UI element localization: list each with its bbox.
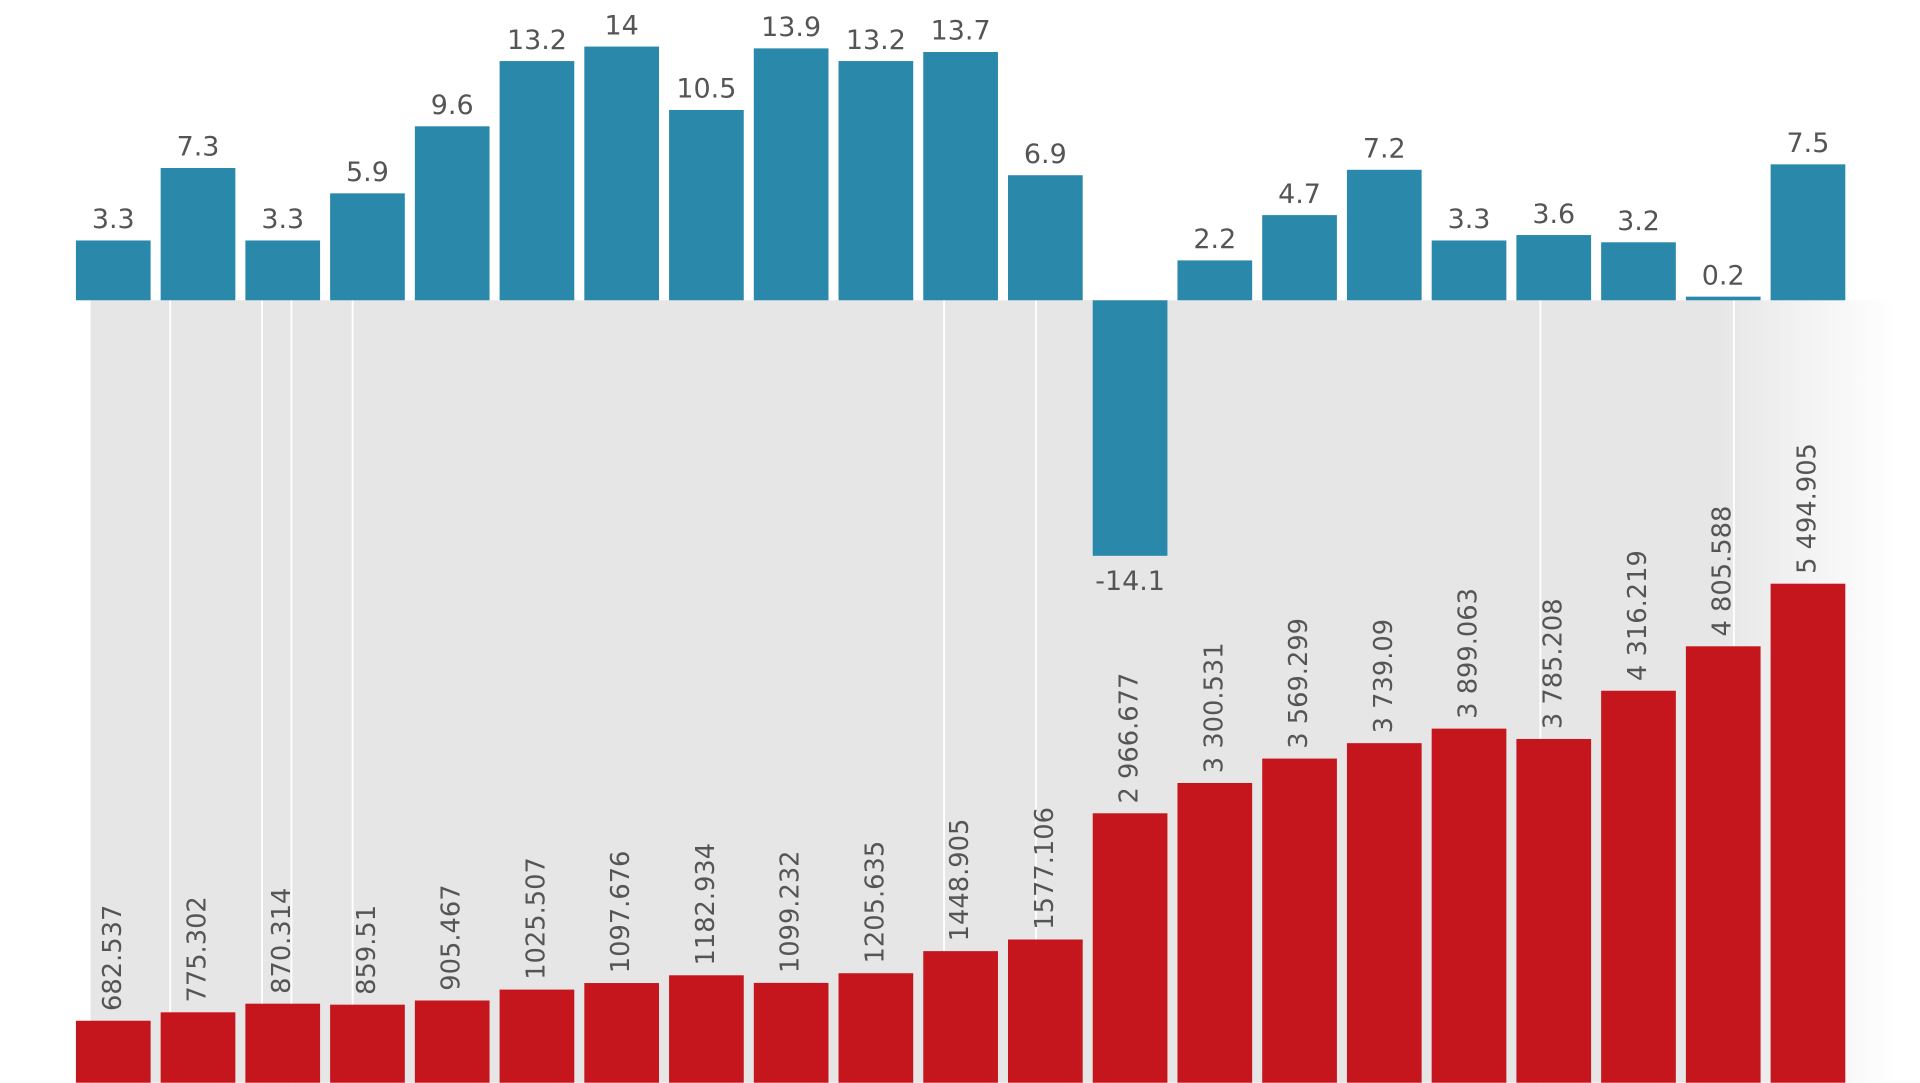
value-label: 7.5 <box>1787 128 1830 159</box>
bar <box>1601 690 1676 1083</box>
bar <box>1008 175 1083 301</box>
value-label: 3.3 <box>1448 204 1491 235</box>
value-label: 13.7 <box>931 16 991 47</box>
value-label: 3.3 <box>261 204 304 235</box>
bar <box>414 1000 490 1083</box>
bar <box>75 240 151 301</box>
value-label: 14 <box>605 10 639 41</box>
value-label: 7.3 <box>177 132 220 163</box>
bar <box>1516 235 1592 301</box>
value-label: 3 785.208 <box>1538 598 1568 729</box>
bar <box>1346 743 1422 1083</box>
value-label: 5.9 <box>346 157 389 188</box>
value-label: 2 966.677 <box>1115 673 1145 804</box>
value-label: 2.2 <box>1193 224 1236 255</box>
value-label: 1205.635 <box>860 841 890 964</box>
value-label: 4 316.219 <box>1623 550 1653 681</box>
bar <box>499 61 575 301</box>
bar <box>330 193 405 301</box>
bar <box>245 240 321 301</box>
bar <box>1685 296 1761 301</box>
bar <box>1770 164 1846 301</box>
value-label: 1025.507 <box>521 857 551 980</box>
bar <box>75 1020 151 1083</box>
bar <box>245 1003 321 1083</box>
bar <box>160 1012 236 1083</box>
bar <box>923 951 998 1083</box>
bar <box>1177 782 1253 1083</box>
bar <box>669 975 744 1083</box>
value-label: 1577.106 <box>1030 807 1060 930</box>
value-label: 1097.676 <box>606 851 636 974</box>
value-label: 3.3 <box>92 204 135 235</box>
bar <box>1262 758 1337 1083</box>
value-label: 3.6 <box>1532 199 1575 230</box>
bar <box>753 982 829 1083</box>
value-label: 6.9 <box>1024 139 1067 170</box>
value-label: -14.1 <box>1095 566 1165 597</box>
bar <box>584 983 660 1083</box>
value-label: 0.2 <box>1702 260 1745 291</box>
value-label: 775.302 <box>183 896 213 1002</box>
value-label: 870.314 <box>267 888 297 994</box>
bar <box>1092 300 1168 556</box>
bar <box>838 61 914 301</box>
bar <box>414 126 490 301</box>
bar <box>330 1004 405 1083</box>
bar <box>1431 240 1507 301</box>
bar <box>1346 169 1422 301</box>
bar <box>1685 646 1761 1083</box>
bar <box>160 167 236 301</box>
value-label: 3.2 <box>1617 206 1660 237</box>
bar <box>1770 583 1846 1083</box>
value-label: 13.2 <box>507 25 567 56</box>
bar <box>1092 813 1168 1083</box>
value-label: 1099.232 <box>776 850 806 973</box>
value-label: 905.467 <box>437 884 467 990</box>
value-label: 1448.905 <box>945 819 975 942</box>
bar <box>584 46 660 301</box>
value-label: 10.5 <box>676 74 736 105</box>
bar <box>1177 260 1253 301</box>
value-label: 4.7 <box>1278 179 1321 210</box>
bar <box>1516 738 1592 1083</box>
bar <box>753 48 829 301</box>
value-label: 682.537 <box>98 905 128 1011</box>
value-label: 859.51 <box>352 905 382 995</box>
value-label: 5 494.905 <box>1792 443 1822 574</box>
value-label: 3 569.299 <box>1284 618 1314 749</box>
value-label: 13.9 <box>761 12 821 43</box>
value-label: 4 805.588 <box>1708 506 1738 637</box>
value-label: 3 300.531 <box>1199 642 1229 773</box>
value-label: 1182.934 <box>691 843 721 966</box>
bar <box>1262 215 1337 301</box>
value-label: 7.2 <box>1363 134 1406 165</box>
bar <box>499 989 575 1083</box>
bar <box>1008 939 1083 1083</box>
value-label: 3 739.09 <box>1369 619 1399 733</box>
value-label: 3 899.063 <box>1454 588 1484 719</box>
bar <box>838 973 914 1083</box>
bar <box>669 109 744 301</box>
value-label: 9.6 <box>431 90 474 121</box>
value-label: 13.2 <box>846 25 906 56</box>
bar <box>923 51 998 301</box>
bar <box>1431 728 1507 1083</box>
bar <box>1601 242 1676 301</box>
